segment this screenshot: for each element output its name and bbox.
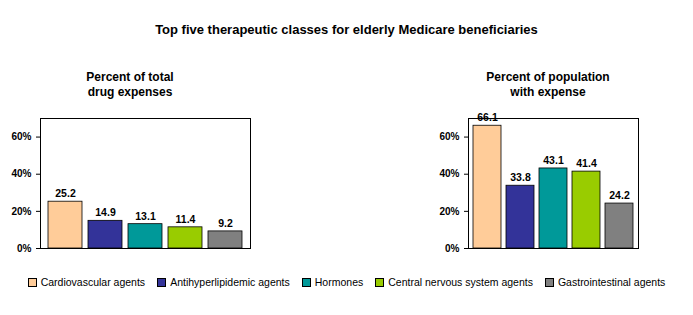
html-text:Percent of total drug expenses: Percent of total drug expenses bbox=[86, 70, 174, 99]
html-text:Percent of population with exp: Percent of population with expense bbox=[486, 70, 610, 99]
svg-text:25.2: 25.2 bbox=[55, 187, 76, 199]
svg-text:0%: 0% bbox=[17, 243, 32, 254]
svg-text:40%: 40% bbox=[11, 168, 31, 179]
html-text:Gastrointestinal agents: Gastrointestinal agents bbox=[558, 276, 666, 288]
svg-text:40%: 40% bbox=[439, 168, 459, 179]
svg-text:60%: 60% bbox=[11, 131, 31, 142]
html-text:Antihyperlipidemic agents: Antihyperlipidemic agents bbox=[170, 276, 290, 288]
svg-text:43.1: 43.1 bbox=[543, 154, 564, 166]
svg-text:60%: 60% bbox=[439, 131, 459, 142]
svg-text:33.8: 33.8 bbox=[510, 171, 531, 183]
svg-text:9.2: 9.2 bbox=[218, 217, 233, 229]
svg-text:20%: 20% bbox=[11, 206, 31, 217]
svg-text:41.4: 41.4 bbox=[576, 157, 597, 169]
html-text:Cardiovascular agents: Cardiovascular agents bbox=[40, 276, 146, 288]
svg-text:20%: 20% bbox=[439, 206, 459, 217]
svg-text:11.4: 11.4 bbox=[176, 213, 196, 225]
svg-text:13.1: 13.1 bbox=[135, 210, 156, 222]
html-text:Central nervous system agents: Central nervous system agents bbox=[388, 276, 533, 288]
html-text:Hormones: Hormones bbox=[314, 276, 364, 288]
svg-text:0%: 0% bbox=[445, 243, 460, 254]
svg-text:14.9: 14.9 bbox=[95, 206, 116, 218]
html-text:Top five therapeutic classes f: Top five therapeutic classes for elderly… bbox=[155, 22, 538, 37]
svg-text:24.2: 24.2 bbox=[609, 189, 630, 201]
svg-text:66.1: 66.1 bbox=[477, 111, 498, 123]
